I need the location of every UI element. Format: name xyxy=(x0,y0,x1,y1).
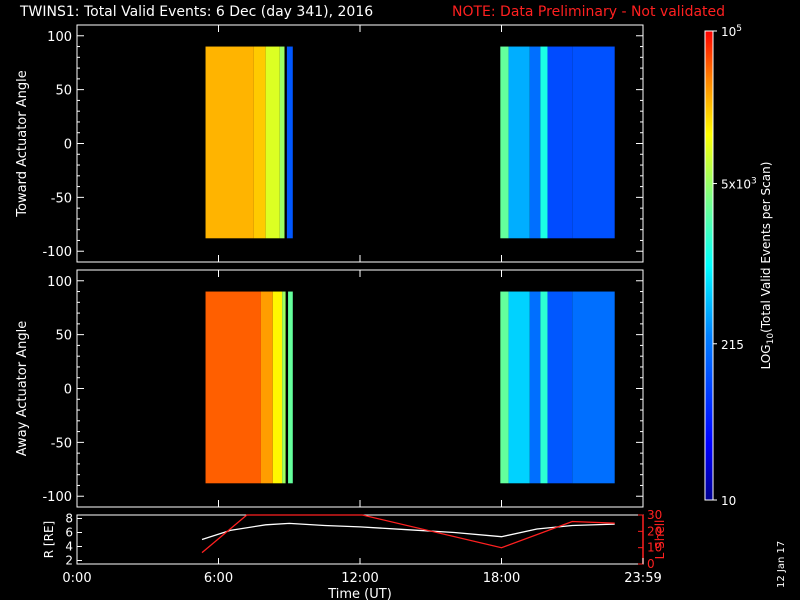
x-tick-label: 18:00 xyxy=(483,571,520,586)
heatmap-cell xyxy=(547,46,573,239)
heatmap-cell xyxy=(288,291,293,484)
y2-tick-label: 20 xyxy=(647,524,662,538)
heatmap-cell xyxy=(500,46,509,239)
x-tick-label: 12:00 xyxy=(341,571,378,586)
colorbar-tick-label: 10 xyxy=(721,494,736,508)
x-tick-label: 0:00 xyxy=(62,571,91,586)
title-main: TWINS1: Total Valid Events: 6 Dec (day 3… xyxy=(20,4,374,20)
y-tick-label: 8 xyxy=(65,512,73,526)
heatmap-cell xyxy=(508,46,530,239)
y-tick-label: -100 xyxy=(42,490,72,505)
away-panel: 100 50 0 -50 -100 Away Actuator Angle xyxy=(15,269,644,508)
y-axis-label: Toward Actuator Angle xyxy=(15,70,30,217)
title-note: NOTE: Data Preliminary - Not validated xyxy=(452,4,726,20)
y-axis-label: R [RE] xyxy=(42,521,56,558)
heatmap-cell xyxy=(279,46,285,239)
y-tick-label: 0 xyxy=(64,138,72,153)
colorbar-label: LOG10(Total Valid Events per Scan) xyxy=(759,162,776,370)
y2-axis-label: L Shell xyxy=(653,520,667,560)
y2-tick-label: 10 xyxy=(647,541,662,555)
heatmap-cell xyxy=(282,291,286,484)
footnote-date: 12 Jan 17 xyxy=(776,540,787,588)
r-series-line xyxy=(201,522,615,541)
heatmap-cell xyxy=(286,46,293,239)
lshell-series-line xyxy=(201,514,615,554)
y2-tick-label: 30 xyxy=(647,508,662,522)
panel-frame xyxy=(76,514,644,565)
y-tick-label: 50 xyxy=(55,84,72,99)
heatmap-cell xyxy=(547,291,573,484)
toward-panel: 100 50 0 -50 -100 Toward Actuator Angle xyxy=(15,24,644,263)
y-tick-label: -100 xyxy=(42,245,72,260)
y-tick-label: 4 xyxy=(65,540,73,554)
heatmap-cell xyxy=(205,291,261,484)
y-tick-label: -50 xyxy=(51,436,72,451)
heatmap-cell xyxy=(272,291,283,484)
heatmap-cell xyxy=(265,46,280,239)
x-axis-label: Time (UT) xyxy=(327,587,392,600)
y2-tick-label: 0 xyxy=(647,557,655,571)
y-tick-label: 6 xyxy=(65,526,73,540)
heatmap-cell xyxy=(540,291,548,484)
colorbar-scale xyxy=(704,30,714,501)
heatmap-cell xyxy=(572,291,615,484)
heatmap-cell xyxy=(529,291,541,484)
y-tick-label: 100 xyxy=(47,30,72,45)
y-tick-label: 100 xyxy=(47,275,72,290)
heatmap-cell xyxy=(260,291,273,484)
y-tick-label: 0 xyxy=(64,383,72,398)
heatmap-cell xyxy=(572,46,615,239)
figure-title: TWINS1: Total Valid Events: 6 Dec (day 3… xyxy=(0,2,800,24)
heatmap-cell xyxy=(284,46,287,239)
heatmap-cell xyxy=(540,46,548,239)
heatmap-cell xyxy=(500,291,509,484)
colorbar-tick-label: 105 xyxy=(721,24,742,39)
x-tick-label: 23:59 xyxy=(624,571,661,586)
x-tick-label: 6:00 xyxy=(204,571,233,586)
heatmap-cell xyxy=(253,46,266,239)
y-tick-label: -50 xyxy=(51,191,72,206)
colorbar-tick-label: 215 xyxy=(721,338,744,352)
heatmap-cell xyxy=(285,291,289,484)
heatmap-cell xyxy=(508,291,530,484)
heatmap-cell xyxy=(205,46,254,239)
y-axis-label: Away Actuator Angle xyxy=(15,321,30,456)
heatmap-cell xyxy=(529,46,541,239)
y-tick-label: 2 xyxy=(65,554,73,568)
colorbar-tick-label: 5x103 xyxy=(721,177,757,192)
y-tick-label: 50 xyxy=(55,329,72,344)
colorbar: 10 215 5x103 105 LOG10(Total Valid Events pe… xyxy=(704,24,776,508)
